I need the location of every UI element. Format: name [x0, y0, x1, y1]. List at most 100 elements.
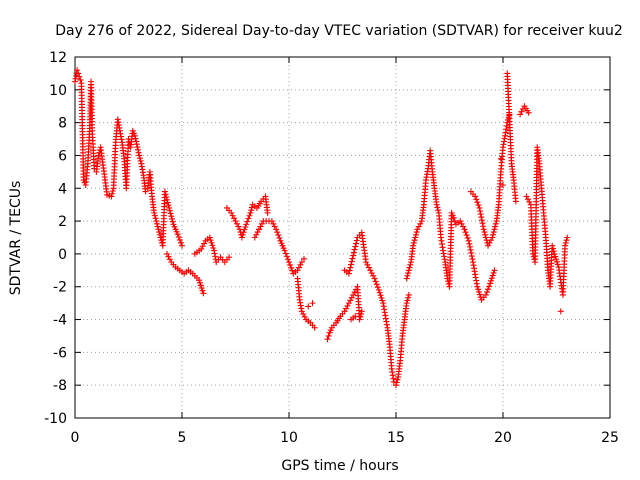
y-tick-label: -6	[53, 345, 67, 361]
data-point	[363, 259, 370, 266]
data-point	[196, 277, 203, 284]
data-point	[474, 199, 481, 206]
data-point	[168, 213, 175, 220]
data-point	[275, 232, 282, 239]
data-point	[393, 382, 399, 389]
data-point	[473, 196, 480, 203]
data-point	[341, 308, 348, 315]
data-point	[288, 264, 295, 271]
data-point	[485, 242, 492, 249]
data-point	[233, 220, 240, 227]
data-point	[268, 218, 275, 225]
data-point	[435, 207, 442, 214]
data-point	[156, 229, 163, 236]
data-point	[410, 239, 417, 246]
data-point	[482, 234, 489, 241]
data-point	[245, 215, 252, 222]
data-point	[374, 284, 381, 291]
data-point	[164, 250, 171, 257]
data-point	[348, 294, 355, 301]
data-point	[487, 280, 494, 287]
x-tick-label: 25	[601, 430, 619, 446]
data-point	[283, 253, 290, 260]
data-point	[135, 149, 142, 156]
data-point	[486, 239, 493, 246]
data-point	[553, 258, 560, 265]
data-point	[109, 190, 116, 197]
y-tick-label: -2	[53, 280, 67, 296]
data-point	[465, 237, 472, 244]
data-point	[163, 194, 170, 201]
data-point	[198, 245, 205, 252]
data-point	[229, 212, 236, 219]
data-point	[481, 229, 488, 236]
data-point	[198, 285, 205, 292]
data-point	[474, 283, 481, 290]
data-point	[468, 249, 475, 256]
data-point	[491, 226, 498, 233]
data-point	[298, 308, 305, 315]
data-point	[134, 144, 141, 151]
y-tick-labels: -10 -8 -6 -4 -2 0 2 4 6 8 10 12	[44, 50, 67, 427]
data-point	[487, 237, 494, 244]
data-point	[373, 281, 380, 288]
data-point	[131, 132, 138, 139]
data-point	[325, 332, 332, 339]
data-point	[176, 236, 183, 243]
data-point	[370, 272, 377, 279]
data-point	[352, 313, 359, 320]
data-point	[411, 237, 418, 244]
data-point	[75, 70, 82, 77]
data-point	[166, 256, 173, 263]
data-point	[457, 218, 464, 225]
data-point	[480, 226, 487, 233]
data-point	[301, 313, 308, 320]
data-point	[377, 292, 384, 299]
data-point	[405, 270, 412, 277]
data-point	[162, 191, 169, 198]
plot-frame	[74, 56, 611, 419]
data-point	[482, 291, 489, 298]
data-point	[286, 259, 292, 266]
y-axis-label: SDTVAR / TECUs	[8, 181, 24, 296]
data-point	[199, 287, 206, 294]
data-point	[433, 201, 440, 208]
data-point	[517, 111, 524, 118]
data-point	[305, 303, 312, 310]
data-point	[300, 255, 307, 262]
data-point	[407, 261, 414, 268]
data-point	[169, 215, 176, 222]
data-point	[257, 223, 264, 230]
data-point	[154, 223, 161, 230]
data-point	[165, 202, 172, 209]
data-point	[300, 311, 307, 318]
data-point	[136, 152, 143, 159]
data-point	[154, 220, 161, 227]
data-point	[254, 229, 261, 236]
data-point	[238, 234, 245, 241]
data-point	[405, 291, 412, 298]
data-point	[524, 196, 531, 203]
data-point	[475, 202, 482, 209]
data-point	[406, 264, 413, 271]
y-tick-label: 4	[58, 181, 67, 197]
data-point	[274, 229, 281, 236]
data-point	[562, 239, 569, 246]
chart-title: Day 276 of 2022, Sidereal Day-to-day VTE…	[55, 23, 623, 39]
data-point	[526, 198, 533, 205]
data-point	[463, 232, 470, 239]
data-point	[353, 237, 360, 244]
data-point	[434, 204, 441, 211]
data-point	[394, 376, 401, 383]
data-point	[228, 209, 235, 216]
data-point	[482, 231, 489, 238]
data-point	[488, 275, 495, 282]
data-point	[372, 278, 379, 285]
data-point	[231, 215, 238, 222]
data-point	[371, 275, 378, 282]
data-point	[256, 226, 263, 233]
data-point	[477, 208, 484, 215]
data-point	[136, 155, 143, 162]
data-point	[324, 336, 331, 343]
x-axis-label: GPS time / hours	[281, 458, 398, 474]
